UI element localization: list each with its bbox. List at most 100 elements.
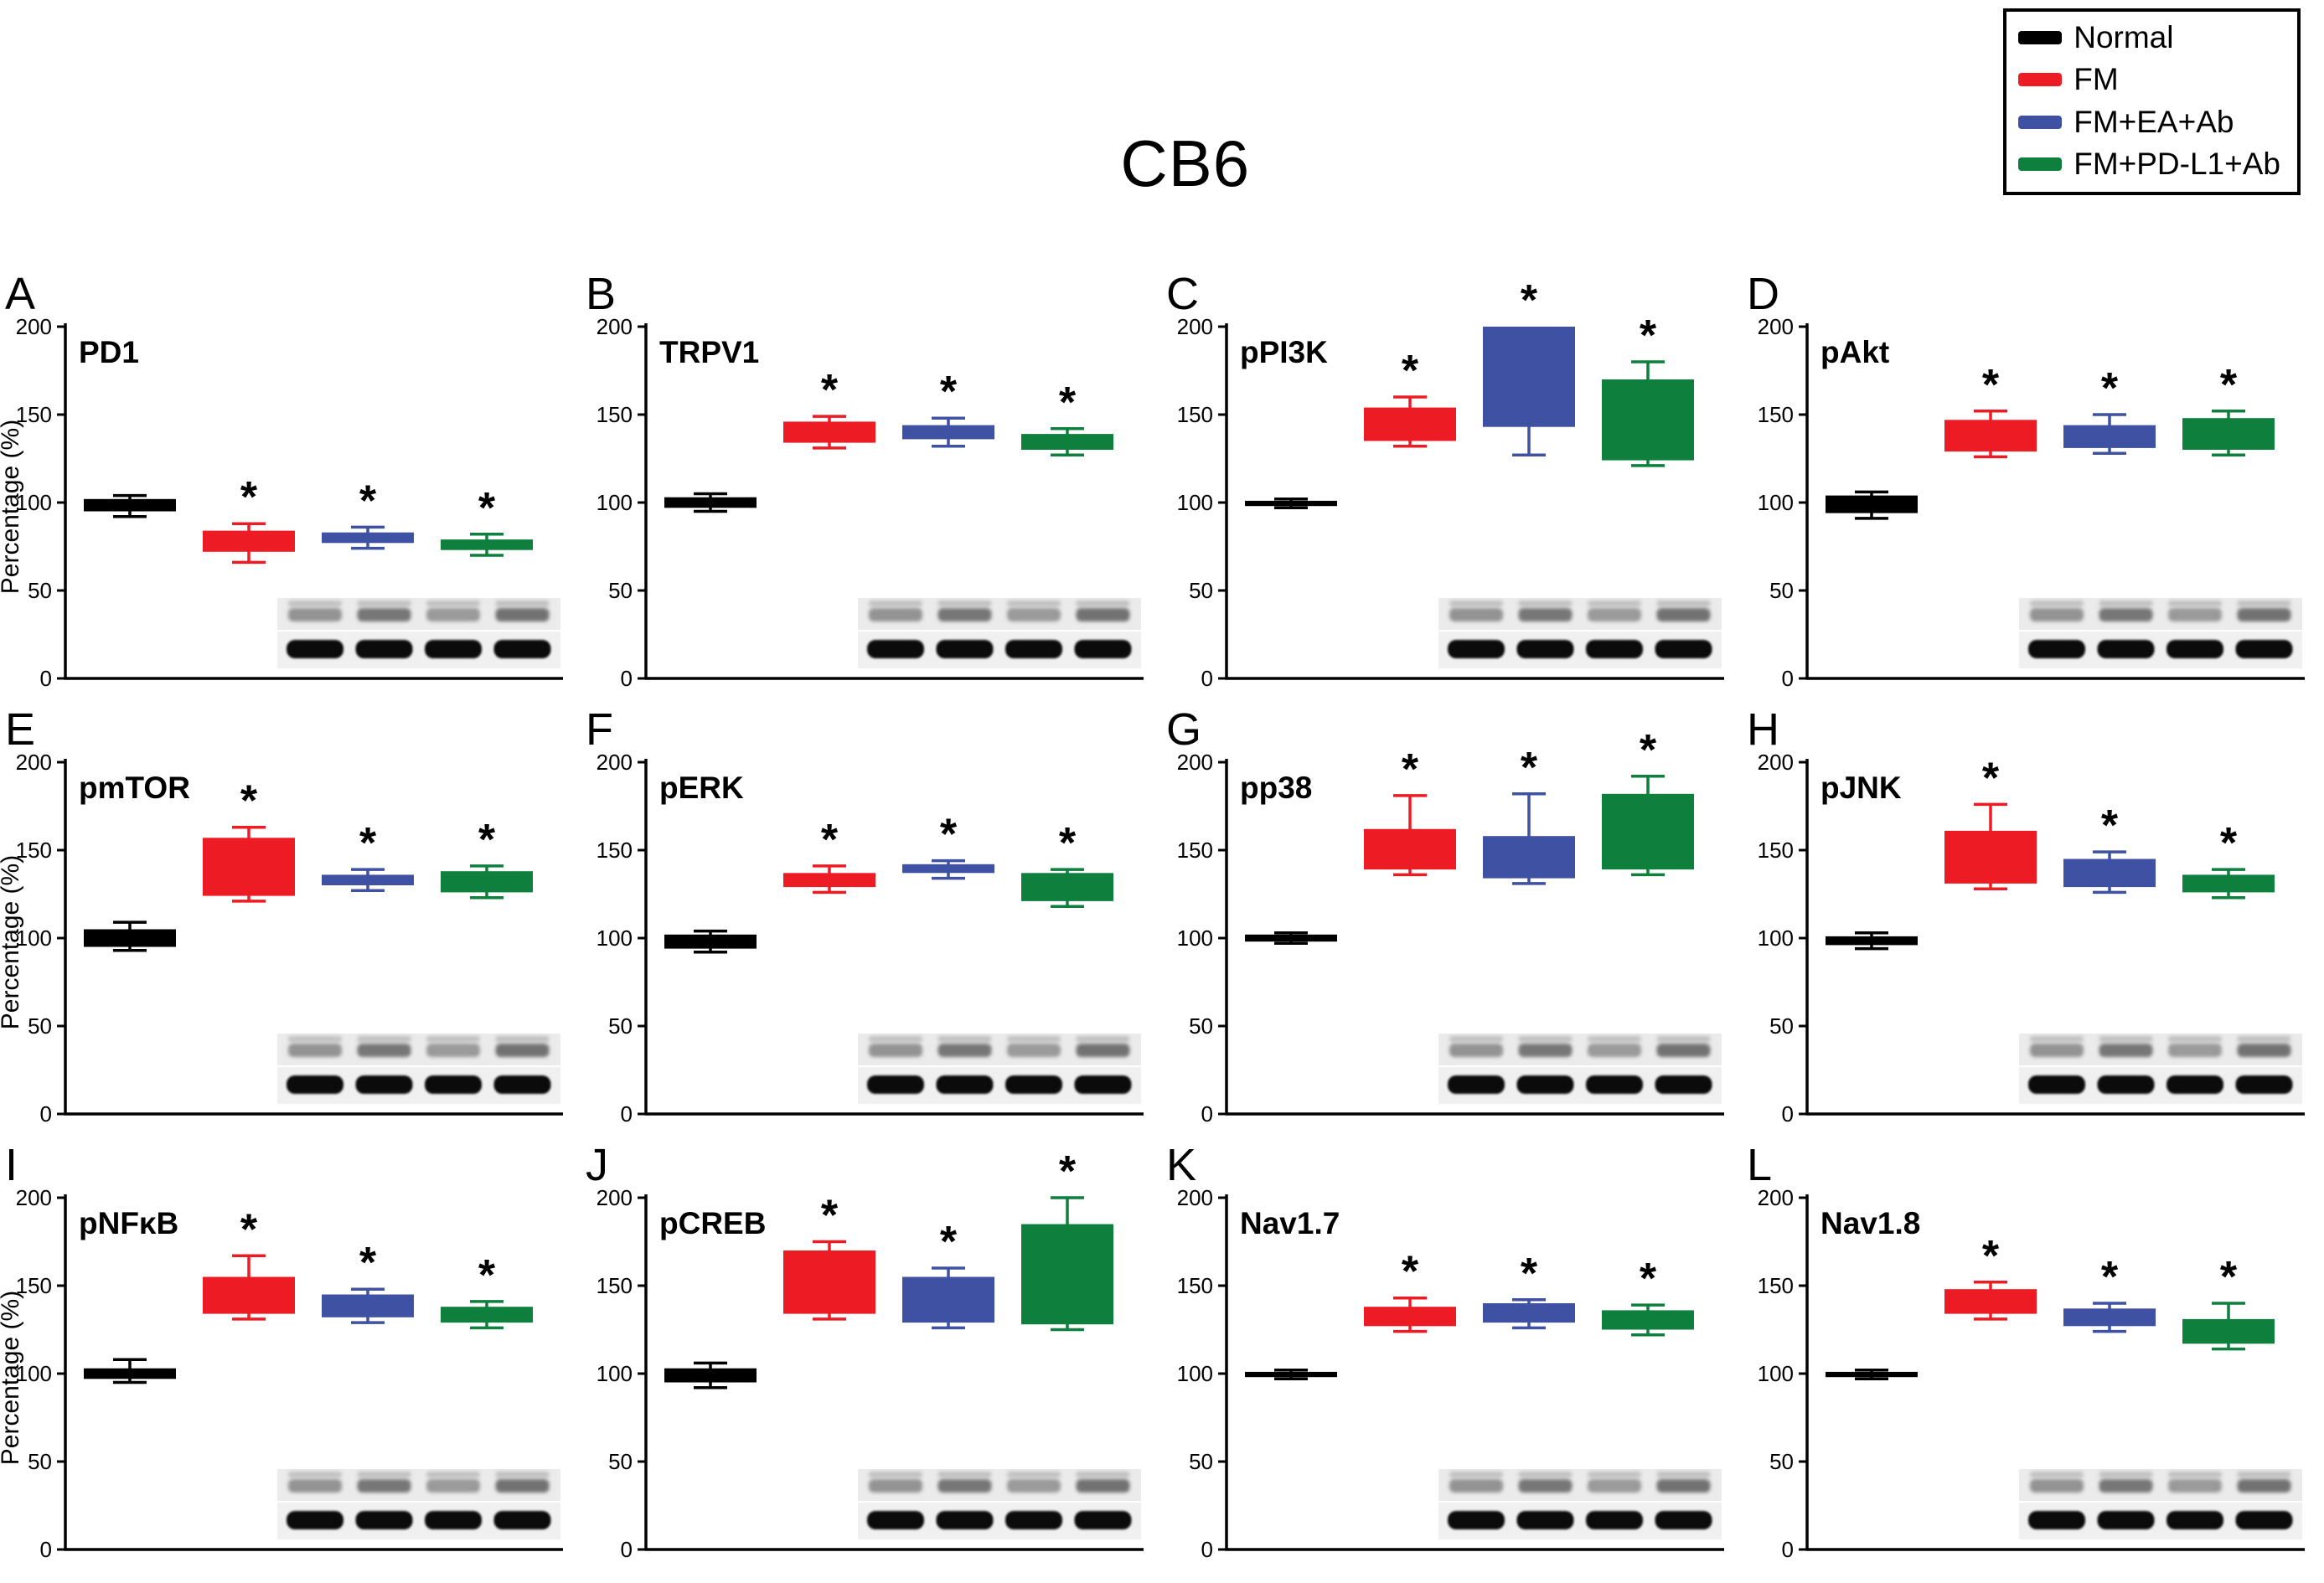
blot-band-faint [937, 1472, 992, 1477]
blot-band-bottom [425, 640, 482, 658]
blot-band-top [2237, 1044, 2291, 1057]
blot-band-top [1656, 1479, 1711, 1493]
blot-band-top [2168, 1479, 2222, 1493]
blot-band-faint [1588, 1036, 1641, 1042]
protein-label: PD1 [79, 335, 139, 369]
blot-band-faint [495, 1036, 550, 1042]
y-tick-label: 50 [1769, 578, 1794, 603]
y-tick-label: 150 [596, 838, 633, 863]
blot-band-faint [2168, 1036, 2222, 1042]
blot-band-top [869, 608, 922, 621]
blot-band-top [1518, 608, 1573, 621]
western-blot-inset [858, 598, 1141, 668]
blot-band-faint [2237, 601, 2291, 606]
y-tick-label: 50 [1189, 578, 1213, 603]
panel: I 0 50 100 150 200 Percentage (%) * * * pNFκB [0, 1142, 581, 1583]
legend-label: Normal [2074, 20, 2174, 54]
blot-band-faint [357, 601, 411, 606]
blot-band-top [495, 1044, 550, 1057]
blot-band-top [1588, 608, 1641, 621]
bar-FM [203, 1276, 295, 1314]
blot-band-bottom [2235, 1075, 2293, 1094]
blot-band-bottom [287, 1511, 343, 1529]
blot-band-faint [495, 1472, 550, 1477]
y-tick-label: 150 [1758, 838, 1794, 863]
panel-letter: A [5, 269, 36, 319]
blot-band-bottom [867, 1075, 924, 1094]
blot-band-top [2030, 1479, 2084, 1493]
significance-asterisk: * [359, 477, 377, 525]
blot-band-bottom [287, 640, 343, 658]
bar-FM+PD-L1+Ab [1021, 1224, 1113, 1325]
significance-asterisk: * [1521, 276, 1538, 325]
y-tick-label: 100 [16, 1361, 52, 1386]
significance-asterisk: * [1521, 1250, 1538, 1298]
y-tick-label: 100 [1758, 1361, 1794, 1386]
y-tick-label: 200 [1758, 750, 1794, 775]
bar-Normal [84, 498, 176, 512]
significance-asterisk: * [1640, 312, 1657, 360]
y-tick-label: 100 [596, 1361, 633, 1386]
figure-title: CB6 [1120, 126, 1251, 200]
blot-band-faint [1076, 1036, 1130, 1042]
panel: A 0 50 100 150 200 Percentage (%) * * * PD1 [0, 271, 581, 712]
blot-band-bottom [355, 1511, 413, 1529]
y-tick-label: 150 [16, 838, 52, 863]
blot-band-faint [2030, 1472, 2084, 1477]
blot-band-top [288, 1479, 342, 1493]
blot-band-faint [937, 1036, 992, 1042]
legend-item: FM+PD-L1+Ab [2018, 145, 2280, 183]
y-tick-label: 0 [1201, 666, 1213, 691]
bar-FM+PD-L1+Ab [1602, 379, 1694, 461]
blot-band-bottom [493, 1511, 551, 1529]
significance-asterisk: * [940, 368, 958, 416]
panel-chart-H: 0 50 100 150 200 * * * pJNK [1758, 750, 2305, 1127]
significance-asterisk: * [359, 1239, 377, 1287]
bar-FM [1944, 830, 2037, 884]
blot-band-top [288, 608, 342, 621]
bar-FM+EA+Ab [322, 1294, 414, 1317]
y-tick-label: 200 [16, 314, 52, 339]
significance-asterisk: * [2220, 361, 2238, 410]
protein-label: pp38 [1240, 771, 1312, 805]
y-tick-label: 200 [596, 750, 633, 775]
blot-band-top [357, 608, 411, 621]
western-blot-inset [2019, 598, 2302, 668]
panel: J 0 50 100 150 200 * * * pCREB [581, 1142, 1161, 1583]
bar-FM+EA+Ab [322, 532, 414, 544]
blot-band-faint [357, 1036, 411, 1042]
bar-FM+EA+Ab [1483, 836, 1575, 879]
bar-FM+EA+Ab [2063, 859, 2156, 888]
panel-letter: L [1747, 1140, 1773, 1190]
blot-band-faint [2099, 601, 2153, 606]
bar-FM+PD-L1+Ab [1021, 873, 1113, 901]
y-tick-label: 0 [621, 1537, 633, 1562]
bar-FM+EA+Ab [2063, 425, 2156, 448]
blot-band-bottom [355, 640, 413, 658]
panel-letter: J [586, 1140, 608, 1190]
bar-FM+PD-L1+Ab [441, 1307, 533, 1323]
blot-band-bottom [493, 1075, 551, 1094]
y-tick-label: 100 [596, 490, 633, 515]
panel-chart-F: 0 50 100 150 200 * * * pERK [596, 750, 1144, 1127]
protein-label: Nav1.7 [1240, 1206, 1340, 1240]
bar-FM+EA+Ab [902, 1276, 994, 1323]
blot-band-faint [1449, 1036, 1503, 1042]
bar-FM [203, 530, 295, 552]
blot-band-top [1076, 1479, 1130, 1493]
bar-Normal [664, 934, 757, 949]
blot-band-faint [1007, 1472, 1061, 1477]
significance-asterisk: * [1059, 379, 1077, 427]
bar-FM+EA+Ab [322, 874, 414, 885]
significance-asterisk: * [821, 366, 839, 415]
blot-band-faint [357, 1472, 411, 1477]
significance-asterisk: * [1982, 361, 2000, 410]
bar-FM+PD-L1+Ab [1602, 793, 1694, 870]
significance-asterisk: * [478, 484, 496, 533]
blot-band-faint [426, 601, 480, 606]
panel-chart-D: 0 50 100 150 200 * * * pAkt [1758, 314, 2305, 691]
panels-grid: A 0 50 100 150 200 Percentage (%) * * * PD1 B 0 50… [0, 271, 2322, 1583]
blot-band-faint [2237, 1472, 2291, 1477]
blot-band-faint [2099, 1036, 2153, 1042]
blot-band-faint [2168, 601, 2222, 606]
